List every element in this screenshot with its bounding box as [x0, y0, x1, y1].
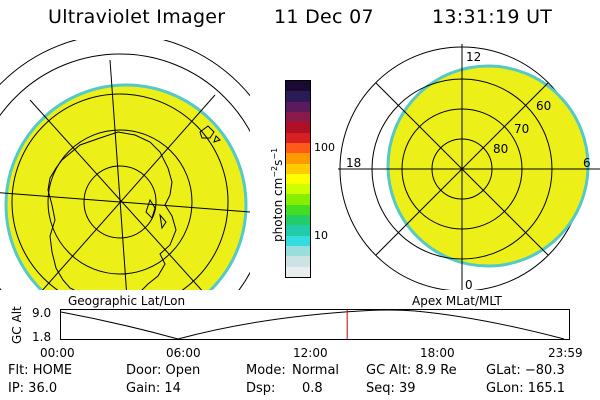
lat-label-70: 70 [514, 122, 529, 136]
colorbar-segment [286, 142, 310, 154]
colorbar-segment [286, 81, 310, 92]
colorbar-segment [286, 194, 310, 205]
timeline-ytick-top: 9.0 [32, 306, 52, 320]
colorbar-tick-100: 100 [314, 141, 335, 154]
colorbar-segment [286, 204, 310, 216]
colorbar-tick-10: 10 [314, 229, 328, 242]
flight-status: Flt: HOME [8, 363, 73, 378]
timeline-ylabel: GC Alt [10, 306, 24, 344]
altitude-curve [60, 309, 565, 340]
uv-image-disc-magnetic [386, 64, 590, 268]
mlt-label-6: 6 [583, 156, 591, 170]
sequence-number: Seq: 39 [366, 381, 416, 396]
geographic-latitude: GLat: −80.3 [486, 363, 565, 378]
colorbar-segment [286, 184, 310, 195]
colorbar-segment [286, 153, 310, 164]
mode-value: Normal [292, 363, 340, 378]
mlt-label-18: 18 [346, 156, 361, 170]
time-label: 13:31:19 UT [432, 6, 553, 28]
timeline-xtick-4: 23:59 [548, 346, 583, 360]
magnetic-map: 12 18 6 0 60 70 80 [338, 44, 600, 290]
gc-altitude: GC Alt: 8.9 Re [366, 363, 457, 378]
colorbar-segment [286, 215, 310, 226]
lat-label-80: 80 [493, 142, 508, 156]
colorbar-segment [286, 246, 310, 257]
timeline-xtick-3: 18:00 [420, 346, 455, 360]
geographic-longitude: GLon: 165.1 [486, 381, 566, 396]
dsp-label: Dsp: [246, 381, 276, 396]
colorbar-unit-label: photon cm−2s−1 [270, 147, 285, 242]
timeline-xtick-0: 00:00 [40, 346, 75, 360]
ip-value: IP: 36.0 [8, 381, 58, 396]
gain-value: Gain: 14 [126, 381, 181, 396]
timeline-ytick-bottom: 1.8 [32, 330, 52, 344]
altitude-timeline [60, 309, 570, 340]
geographic-map [0, 40, 250, 290]
colorbar-segment [286, 266, 310, 277]
colorbar-segment [286, 101, 310, 112]
app-title: Ultraviolet Imager [48, 6, 226, 28]
right-map-caption: Apex MLat/MLT [412, 294, 502, 308]
colorbar-segment [286, 132, 310, 143]
date-label: 11 Dec 07 [274, 6, 374, 28]
colorbar-segment [286, 235, 310, 246]
antarctica-outline [47, 131, 177, 290]
colorbar-segment [286, 122, 310, 133]
colorbar-segment [286, 91, 310, 102]
mlt-label-12: 12 [466, 50, 481, 64]
colorbar-segment [286, 163, 310, 174]
mode-label: Mode: [246, 363, 286, 378]
colorbar-segment [286, 256, 310, 267]
mlt-label-0: 0 [465, 278, 473, 290]
door-status: Door: Open [126, 363, 201, 378]
colorbar [285, 80, 311, 278]
colorbar-segment [286, 225, 310, 236]
timeline-xtick-2: 12:00 [293, 346, 328, 360]
uv-image-disc [4, 83, 248, 290]
colorbar-segment [286, 111, 310, 123]
lat-label-60: 60 [536, 99, 551, 113]
dsp-value: 0.8 [302, 381, 323, 396]
colorbar-segment [286, 173, 310, 185]
left-map-caption: Geographic Lat/Lon [68, 294, 186, 308]
timeline-xtick-1: 06:00 [166, 346, 201, 360]
